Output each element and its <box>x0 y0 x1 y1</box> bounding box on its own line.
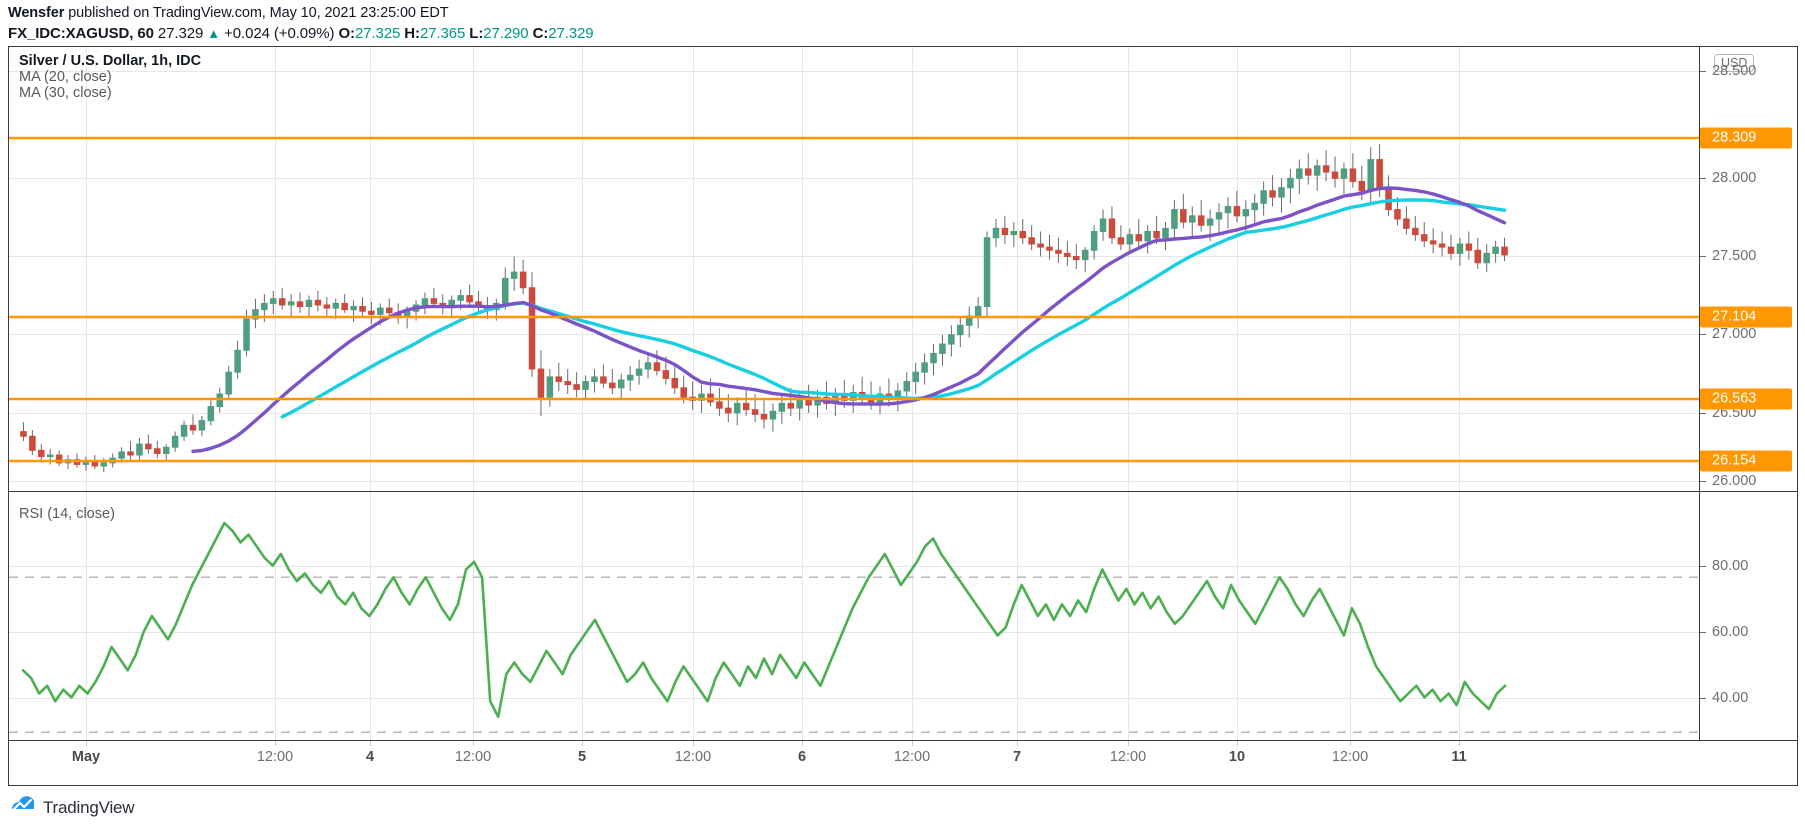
time-axis-label: 12:00 <box>893 749 931 765</box>
triangle-up-icon: ▲ <box>207 26 221 41</box>
last-price: 27.329 <box>157 25 204 42</box>
time-axis-label: 10 <box>1228 749 1246 765</box>
footer: TradingView <box>10 796 135 819</box>
price-level-label[interactable]: 28.309 <box>1700 127 1792 149</box>
currency-badge[interactable]: USD <box>1714 54 1755 72</box>
time-axis-label: 12:00 <box>256 749 294 765</box>
open-label: O: <box>338 25 355 42</box>
price-pane-legend: Silver / U.S. Dollar, 1h, IDC MA (20, cl… <box>19 53 201 101</box>
time-axis-divider <box>9 740 1797 741</box>
price-axis-label: 28.500 <box>1712 63 1757 79</box>
time-axis-label: 5 <box>577 749 587 765</box>
price-plot <box>9 47 1699 491</box>
time-axis-label: 11 <box>1451 749 1467 765</box>
price-axis-divider <box>1699 47 1700 740</box>
rsi-pane[interactable]: RSI (14, close) <box>9 492 1699 740</box>
price-change: +0.024 (+0.09%) <box>224 25 335 42</box>
rsi-axis-tick <box>1700 698 1706 699</box>
rsi-pane-legend: RSI (14, close) <box>19 506 115 522</box>
time-axis-tick <box>86 741 87 746</box>
rsi-axis-label: 40.00 <box>1712 690 1749 706</box>
time-axis-tick <box>370 741 371 746</box>
close-value: 27.329 <box>548 25 594 42</box>
time-axis-label: May <box>71 749 101 765</box>
price-level-label[interactable]: 27.104 <box>1700 306 1792 328</box>
time-axis-tick <box>1237 741 1238 746</box>
rsi-axis-tick <box>1700 632 1706 633</box>
publish-header: Wensfer published on TradingView.com, Ma… <box>8 5 449 21</box>
price-axis-tick <box>1700 178 1706 179</box>
time-axis-tick <box>1128 741 1129 746</box>
rsi-axis-tick <box>1700 566 1706 567</box>
rsi-plot <box>9 492 1699 740</box>
price-axis-tick <box>1700 481 1706 482</box>
brand-name: TradingView <box>43 797 135 817</box>
pane-divider <box>9 491 1797 492</box>
time-axis-label: 12:00 <box>454 749 492 765</box>
high-label: H: <box>404 25 420 42</box>
time-axis-tick <box>1350 741 1351 746</box>
low-value: 27.290 <box>483 25 529 42</box>
rsi-axis-label: 60.00 <box>1712 624 1749 640</box>
price-axis-label: 26.000 <box>1712 473 1757 489</box>
time-axis-tick <box>1017 741 1018 746</box>
price-axis[interactable]: USD 28.500 28.000 27.500 27.000 26.500 26.000… <box>1700 47 1797 491</box>
price-axis-label: 27.500 <box>1712 248 1757 264</box>
time-axis-label: 12:00 <box>674 749 712 765</box>
time-axis-tick <box>275 741 276 746</box>
rsi-axis-label: 80.00 <box>1712 558 1749 574</box>
price-axis-label: 28.000 <box>1712 170 1757 186</box>
rsi-axis[interactable]: 80.00 60.00 40.00 <box>1700 492 1797 740</box>
time-axis-tick <box>912 741 913 746</box>
ma30-legend[interactable]: MA (30, close) <box>19 85 112 101</box>
high-value: 27.365 <box>419 25 466 42</box>
author-name: Wensfer <box>8 5 65 21</box>
open-value: 27.325 <box>354 25 401 42</box>
price-level-label[interactable]: 26.563 <box>1700 388 1792 410</box>
chart-frame: Silver / U.S. Dollar, 1h, IDC MA (20, cl… <box>8 46 1798 786</box>
rsi-title[interactable]: RSI (14, close) <box>19 506 115 522</box>
time-axis-tick <box>473 741 474 746</box>
price-axis-tick <box>1700 334 1706 335</box>
tradingview-logo-icon <box>10 796 36 819</box>
ma20-legend[interactable]: MA (20, close) <box>19 69 112 85</box>
chart-title: Silver / U.S. Dollar, 1h, IDC <box>19 53 202 69</box>
close-label: C: <box>532 25 549 42</box>
price-axis-tick <box>1700 71 1706 72</box>
time-axis-label: 6 <box>797 749 807 765</box>
symbol-label[interactable]: FX_IDC:XAGUSD, 60 <box>8 25 154 42</box>
price-axis-tick <box>1700 413 1706 414</box>
time-axis-label: 12:00 <box>1331 749 1369 765</box>
price-axis-label: 27.000 <box>1712 326 1757 342</box>
low-label: L: <box>469 25 484 42</box>
time-axis-tick <box>693 741 694 746</box>
price-pane[interactable]: Silver / U.S. Dollar, 1h, IDC MA (20, cl… <box>9 47 1699 491</box>
time-axis-tick <box>1459 741 1460 746</box>
time-axis-tick <box>802 741 803 746</box>
time-axis-label: 7 <box>1012 749 1022 765</box>
price-level-label[interactable]: 26.154 <box>1700 450 1792 472</box>
price-axis-tick <box>1700 256 1706 257</box>
time-axis-tick <box>582 741 583 746</box>
quote-header: FX_IDC:XAGUSD, 60 27.329 ▲ +0.024 (+0.09… <box>8 25 594 42</box>
time-axis-label: 12:00 <box>1109 749 1147 765</box>
publish-info: published on TradingView.com, May 10, 20… <box>68 5 449 21</box>
time-axis[interactable]: May 12:00 4 12:00 5 12:00 6 12:00 7 12:00 10 12:00 1… <box>9 741 1797 785</box>
time-axis-label: 4 <box>365 749 375 765</box>
